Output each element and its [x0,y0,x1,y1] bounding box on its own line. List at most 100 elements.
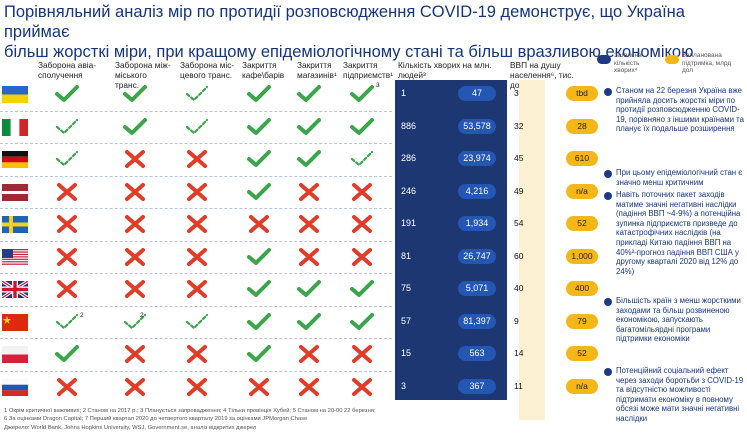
legend-support-swatch [665,55,679,64]
gdp-per-capita-value: 45 [514,153,524,163]
flag-icon [2,86,28,103]
support-pill: 400 [566,281,598,296]
cross-icon [122,344,148,364]
flag-icon [2,378,28,396]
cases-per-million-value: 57 [401,315,412,326]
flag-icon [2,346,28,363]
cross-icon [349,344,375,364]
check-icon [296,279,322,299]
insight-text: Навіть поточних пакет заходів матиме зна… [616,190,741,276]
bullet-icon [604,192,612,200]
bullet-icon [604,298,612,306]
column-header: Закриття підприємств¹ [343,60,393,80]
flag-icon [2,216,28,233]
support-pill: n/a [566,378,598,394]
title-line-1: Порівняльний аналіз мір по протидії розп… [4,3,685,41]
support-pill: 610 [566,151,598,166]
total-cases-pill: 367 [458,378,496,394]
gdp-per-capita-value: 14 [514,348,524,358]
check-icon [296,117,322,137]
column-header: Заборона між-міського транс. [115,60,171,90]
check-icon [246,344,272,364]
support-pill: 52 [566,346,598,361]
total-cases-pill: 47 [458,86,496,101]
cross-icon [184,279,210,299]
total-cases-pill: 53,578 [458,118,496,134]
row-divider [0,175,392,178]
gdp-column-background [519,80,545,420]
cross-icon [296,377,322,397]
legend-support: Запланована підтримка, млрд дол [682,52,732,74]
check-icon [349,117,375,137]
flag-icon [2,151,28,168]
partial-check-icon [54,117,80,137]
cross-icon [246,214,272,234]
partial-check-icon [184,84,210,104]
total-cases-pill: 26,747 [458,248,496,264]
gdp-per-capita-value: 49 [514,185,524,196]
cases-per-million-value: 81 [401,250,412,261]
support-pill: 52 [566,216,598,231]
cases-per-million-value: 3 [401,380,407,391]
partial-check-icon [184,117,210,137]
support-pill: tbd [566,86,598,101]
gdp-per-capita-value: 3 [514,88,519,98]
row-divider [0,305,392,308]
total-cases-pill: 81,397 [458,313,496,329]
column-header: Закриття кафе\барів [242,60,285,80]
support-pill: 28 [566,118,598,134]
title-line-2: більш жорсткі міри, при кращому епідеміо… [4,43,694,61]
check-icon [246,149,272,169]
gdp-per-capita-value: 32 [514,120,524,131]
check-icon [54,84,80,104]
insight-text: Потенційний соціальний ефект через заход… [616,366,744,423]
check-icon [296,84,322,104]
cases-header: Кількість хворих на млн. людей³ [398,60,492,80]
column-header: Заборона авіа-сполучення [38,60,96,80]
footnote-1: 1 Окрім критичної важливих; 2 Станом на … [4,408,376,414]
row-divider [0,240,392,243]
cross-icon [122,214,148,234]
footnote-marker: 2 [140,311,144,319]
cases-per-million-value: 1 [401,88,407,98]
cross-icon [184,344,210,364]
check-icon [246,247,272,267]
cross-icon [122,149,148,169]
check-icon [54,344,80,364]
check-icon [246,279,272,299]
gdp-per-capita-value: 54 [514,218,524,228]
gdp-per-capita-value: 60 [514,250,524,261]
cross-icon [296,344,322,364]
cross-icon [296,182,322,202]
support-pill: 79 [566,313,598,329]
cases-per-million-value: 191 [401,218,417,228]
gdp-per-capita-value: 11 [514,380,523,391]
row-divider [0,110,392,113]
cases-per-million-value: 886 [401,120,417,131]
flag-icon [2,118,28,136]
flag-icon [2,183,28,201]
cross-icon [122,247,148,267]
legend-overall-swatch [597,55,611,64]
cross-icon [349,377,375,397]
cases-per-million-value: 15 [401,348,412,358]
row-divider [0,208,392,210]
footnote-2: 6 За оцінками Dragon Capital; 7 Перший к… [4,416,308,422]
support-pill: n/a [566,183,598,199]
cross-icon [122,377,148,397]
flag-icon [2,313,28,331]
check-icon [246,117,272,137]
cross-icon [246,377,272,397]
partial-check-icon [122,312,148,332]
cross-icon [184,182,210,202]
cross-icon [184,149,210,169]
partial-check-icon [349,149,375,169]
legend-overall: Загальна кількість хворих⁴ [614,52,642,74]
row-divider [0,370,392,373]
partial-check-icon [54,149,80,169]
check-icon [296,312,322,332]
gdp-per-capita-value: 9 [514,315,519,326]
footnote-marker: 3 [376,82,380,89]
cross-icon [349,247,375,267]
cross-icon [54,279,80,299]
